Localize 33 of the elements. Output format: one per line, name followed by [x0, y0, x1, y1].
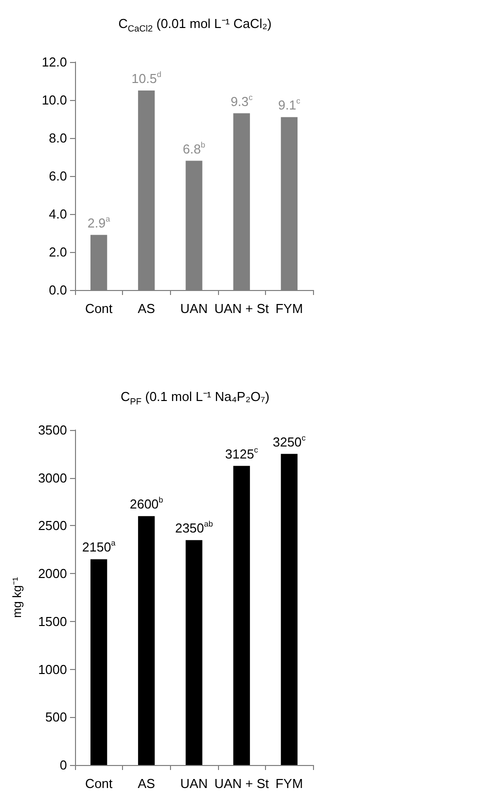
y-tick-label: 500: [45, 710, 67, 725]
x-tick-label: AS: [138, 776, 156, 791]
y-tick-label: 1000: [38, 662, 67, 677]
bar: [280, 454, 298, 765]
y-tick-label: 3000: [38, 470, 67, 486]
y-tick-label: 10.0: [42, 92, 67, 108]
bar: [90, 559, 108, 765]
x-tick-label: Cont: [85, 776, 113, 791]
y-tick-label: 12.0: [42, 54, 67, 70]
x-tick-label: UAN: [180, 776, 208, 791]
x-tick-label: AS: [138, 301, 156, 316]
chart-title: C$_{CaCl2}$ (0.01 mol L⁻¹ CaCl₂): [117, 15, 273, 34]
x-tick-label: UAN + St: [214, 301, 270, 316]
y-axis-title: mg kg⁻¹: [10, 577, 24, 618]
y-tick-label: 1500: [38, 614, 67, 629]
y-tick-label: 2.0: [48, 244, 67, 260]
x-tick-label: Cont: [85, 301, 113, 316]
chart-title: C$_{PF}$ (0.1 mol L⁻¹ Na₄P₂O₇): [120, 388, 270, 407]
y-tick-label: 0.0: [48, 282, 67, 298]
bar: [186, 540, 202, 765]
y-tick-label: 6.0: [48, 168, 67, 184]
bar: [138, 516, 155, 765]
x-tick-label: FYM: [275, 301, 303, 316]
y-tick-label: 0: [60, 758, 67, 772]
y-tick-label: 2500: [38, 518, 67, 534]
x-tick-label: UAN: [180, 301, 208, 316]
x-tick-label: UAN + St: [214, 776, 270, 791]
y-tick-label: 3500: [38, 422, 67, 438]
bar: [233, 466, 250, 765]
y-tick-label: 4.0: [48, 206, 67, 222]
x-tick-label: FYM: [275, 776, 303, 791]
y-tick-label: 8.0: [48, 130, 67, 146]
y-tick-label: 2000: [38, 566, 67, 582]
